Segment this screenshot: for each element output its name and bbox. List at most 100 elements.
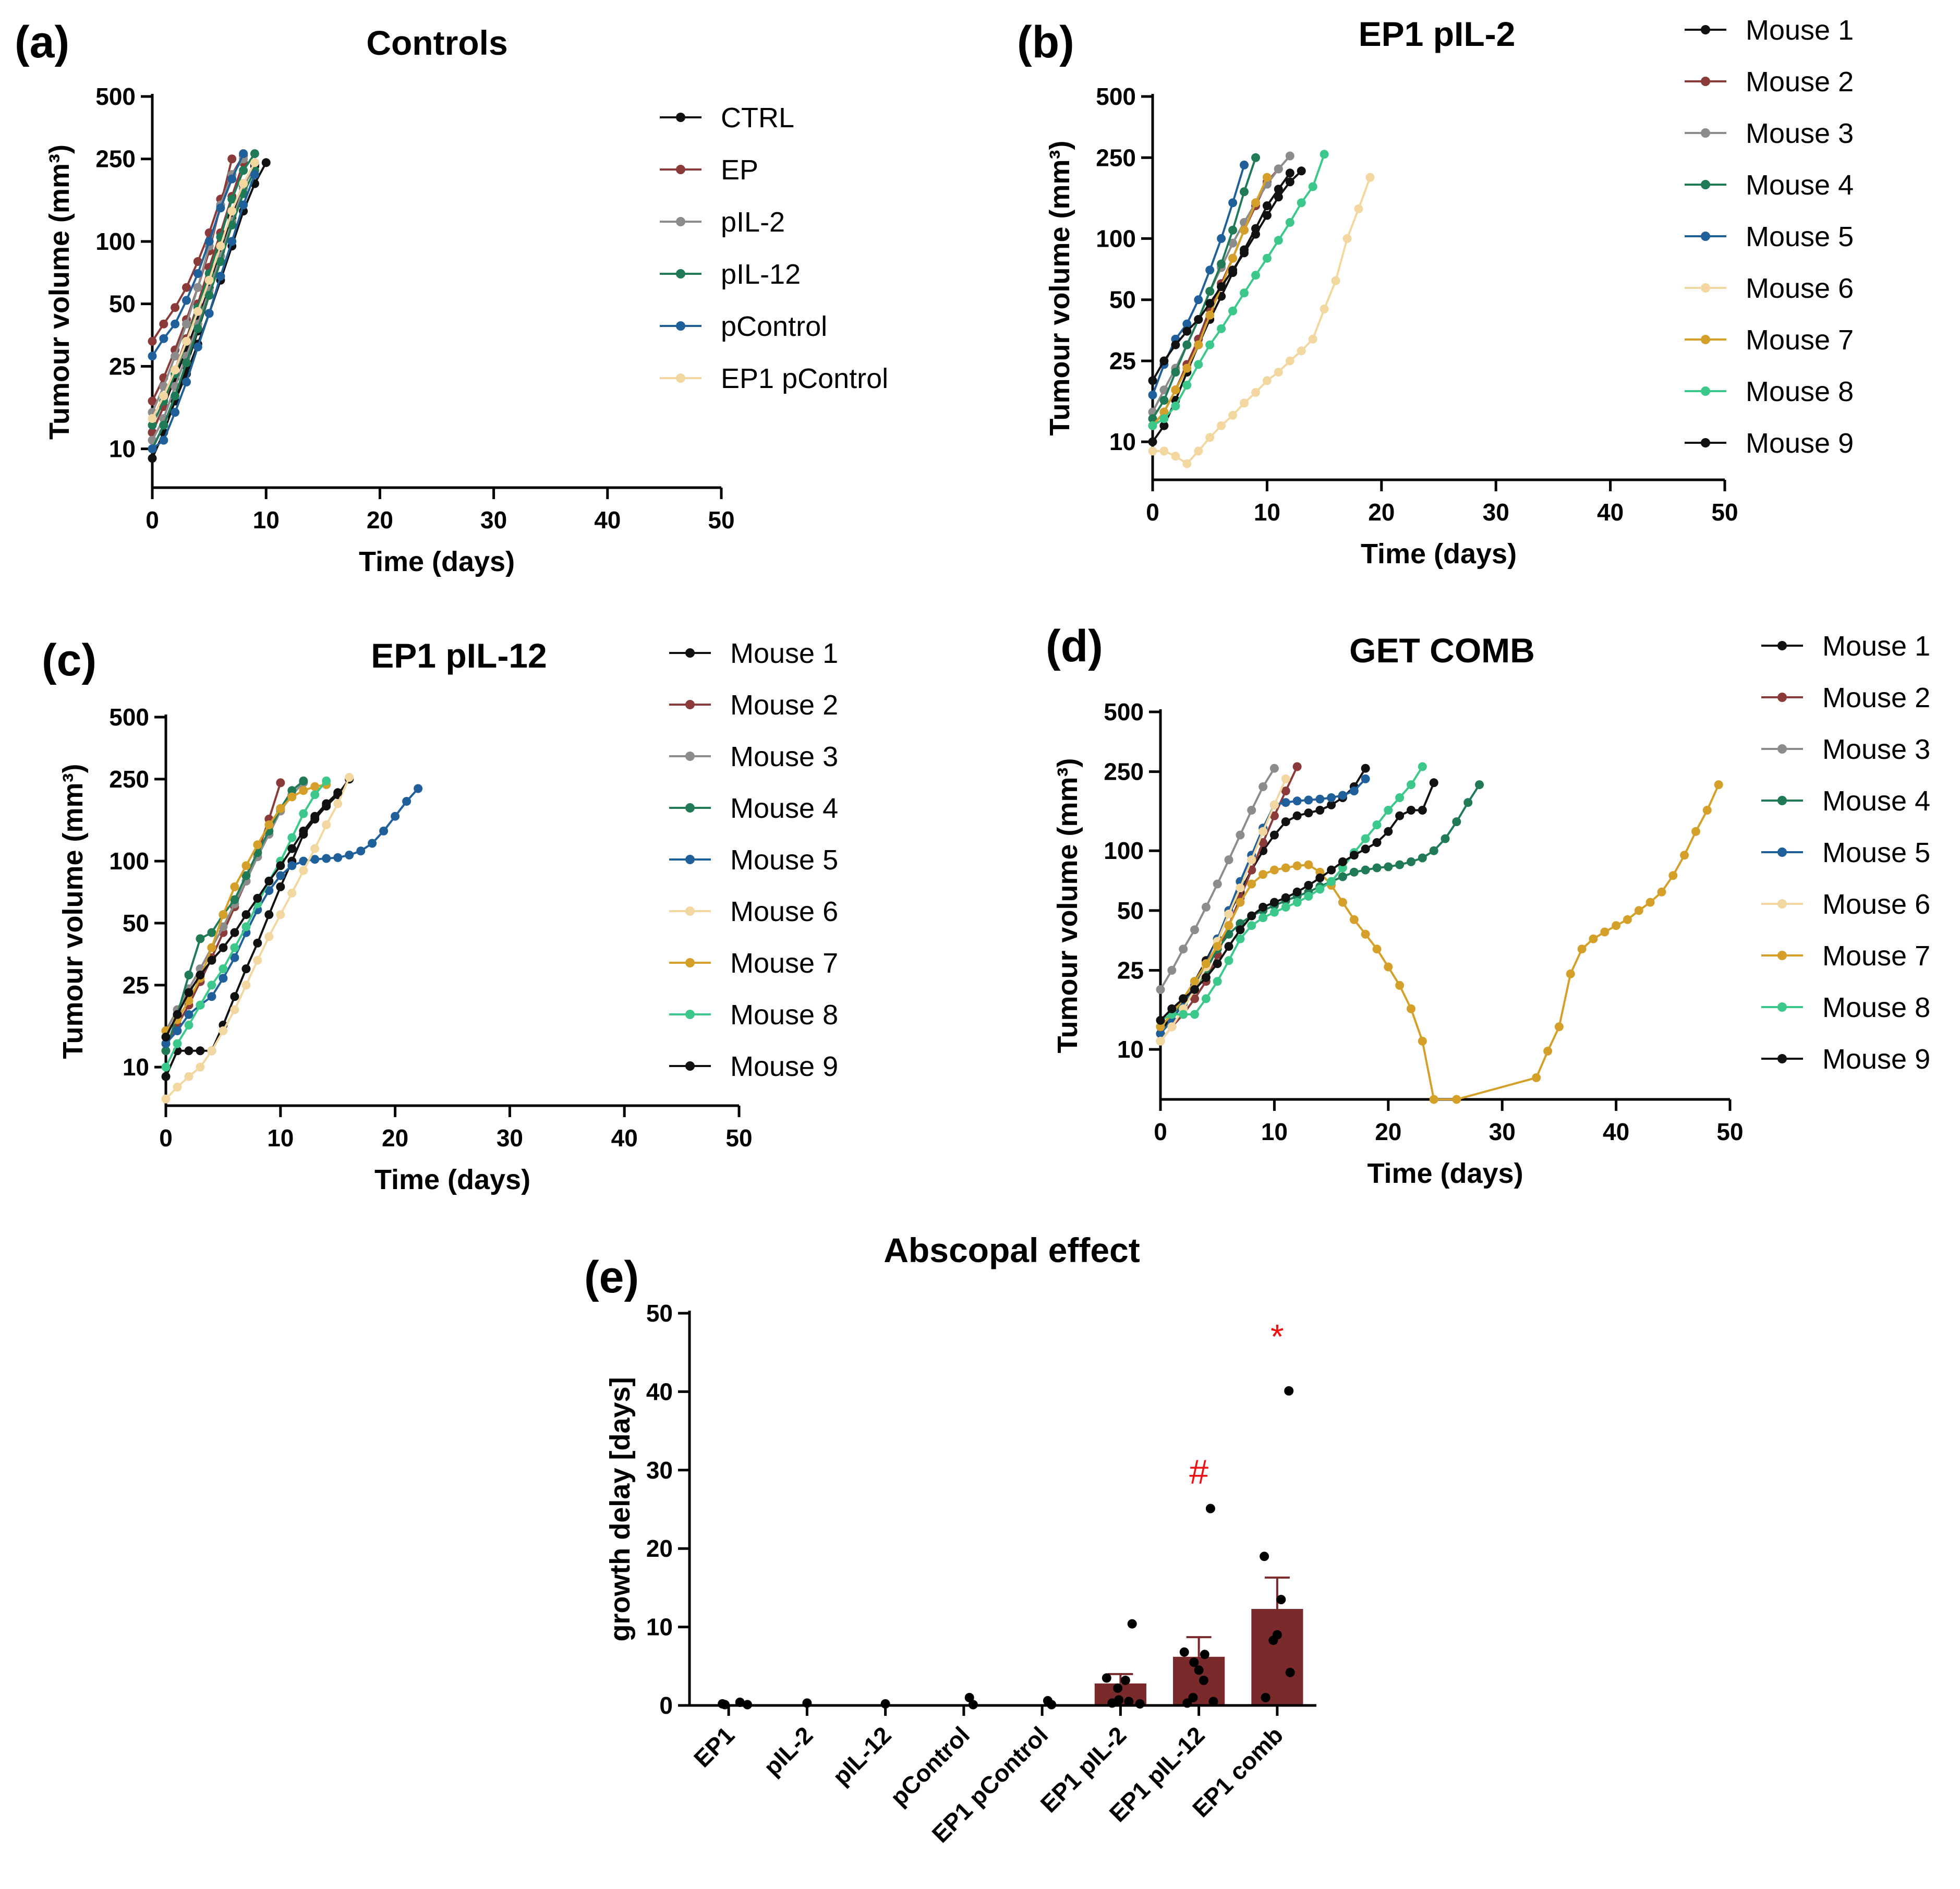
x-tick-label: 40: [594, 506, 621, 534]
data-point: [1156, 1029, 1165, 1038]
legend-label: Mouse 8: [730, 999, 838, 1031]
data-point: [1259, 838, 1268, 847]
x-tick-label: 0: [1154, 1118, 1167, 1145]
data-point: [184, 988, 193, 997]
y-tick-label: 50: [1109, 286, 1136, 313]
data-point: [219, 1026, 228, 1035]
data-point: [287, 792, 297, 802]
data-point: [1205, 1504, 1215, 1513]
data-point: [1395, 980, 1405, 990]
data-point: [1297, 198, 1306, 208]
data-point: [241, 861, 251, 870]
x-tick-label: 40: [611, 1124, 638, 1152]
legend-label: EP: [721, 154, 758, 186]
data-point: [1308, 334, 1317, 344]
data-point: [1179, 1010, 1188, 1019]
data-point: [1259, 913, 1268, 923]
data-point: [1338, 898, 1347, 907]
legend-label: Mouse 8: [1746, 376, 1854, 407]
legend-label: pIL-2: [721, 207, 785, 238]
data-point: [1240, 160, 1249, 169]
data-point: [1407, 806, 1415, 815]
data-point: [1452, 817, 1461, 827]
data-point: [1159, 421, 1169, 430]
legend-label: Mouse 3: [730, 741, 838, 772]
legend-entry: Mouse 7: [1761, 940, 1930, 972]
legend-marker: [1701, 77, 1710, 86]
data-point: [1634, 906, 1643, 915]
data-point: [148, 396, 157, 406]
data-point: [196, 1000, 205, 1010]
data-point: [1217, 234, 1226, 243]
data-point: [1702, 806, 1712, 815]
series-line: [151, 169, 256, 450]
data-point: [1247, 921, 1256, 930]
data-point: [1327, 793, 1336, 802]
data-point: [1463, 798, 1473, 807]
data-point: [391, 812, 400, 821]
panel-d: (d) GET COMB 0 10 20 30 40 50 10 25 50 100 250 500 Tim…: [1046, 621, 1930, 1189]
data-point: [196, 1046, 205, 1056]
data-point: [1171, 340, 1180, 349]
data-point: [1159, 407, 1169, 417]
legend-entry: Mouse 5: [669, 844, 838, 876]
data-point: [1361, 774, 1370, 783]
x-tick-label: 10: [1261, 1118, 1288, 1145]
data-point: [1349, 786, 1359, 796]
data-point: [1236, 898, 1245, 907]
data-point: [1247, 806, 1256, 815]
data-point: [1236, 934, 1245, 943]
data-point: [310, 790, 320, 800]
x-tick-label: 30: [480, 506, 507, 534]
data-point: [261, 158, 271, 167]
data-point: [276, 861, 285, 870]
data-point: [276, 910, 285, 919]
data-point: [227, 207, 237, 216]
data-point: [219, 943, 228, 952]
data-point: [1285, 151, 1294, 161]
x-tick-label: 30: [1483, 499, 1509, 526]
x-tick-label: 50: [1711, 499, 1738, 526]
legend-entry: Mouse 7: [1685, 324, 1854, 356]
legend-label: Mouse 7: [1746, 324, 1854, 356]
legend-marker: [685, 906, 695, 916]
data-point: [161, 1032, 171, 1042]
panel-label: (a): [15, 17, 69, 67]
legend-marker: [685, 1061, 695, 1071]
data-point: [310, 782, 320, 791]
data-point: [1194, 295, 1203, 305]
x-tick-label: 40: [1597, 499, 1624, 526]
legend-label: Mouse 4: [730, 793, 838, 824]
legend-label: Mouse 4: [1746, 169, 1854, 201]
series-line: [1152, 154, 1325, 427]
series-mouse-9: [161, 788, 343, 1042]
x-tick-label: 20: [382, 1124, 408, 1152]
data-point: [1228, 410, 1238, 420]
data-point: [1259, 902, 1268, 912]
data-point: [230, 943, 239, 952]
significance-marker: #: [1189, 1452, 1208, 1491]
data-point: [171, 408, 180, 417]
data-point: [276, 804, 285, 813]
legend-marker: [685, 1010, 695, 1019]
data-point: [1281, 798, 1290, 807]
data-point: [1182, 364, 1192, 373]
data-point: [182, 319, 191, 329]
y-axis-title: Tumour volume (mm³): [57, 764, 89, 1059]
data-point: [1247, 855, 1256, 865]
data-point: [276, 778, 285, 788]
x-tick-label: 10: [1254, 499, 1280, 526]
y-tick-label: 10: [1109, 428, 1136, 455]
data-point: [1182, 319, 1192, 329]
data-point: [1680, 851, 1689, 860]
x-axis-title: Time (days): [1367, 1158, 1523, 1189]
data-point: [1395, 793, 1405, 802]
data-point: [1171, 385, 1180, 395]
legend-label: Mouse 6: [1746, 273, 1854, 304]
data-point: [253, 893, 262, 903]
data-point: [1338, 791, 1347, 800]
data-point: [1274, 192, 1283, 202]
data-point: [1213, 942, 1222, 951]
data-point: [250, 170, 259, 179]
